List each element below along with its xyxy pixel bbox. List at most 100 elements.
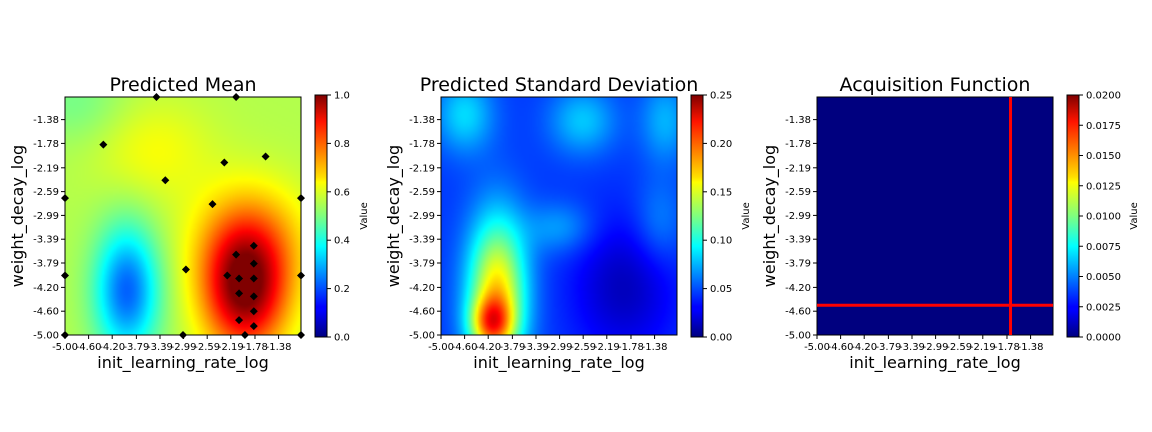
x-tick-label: -2.19 (594, 342, 620, 353)
x-tick-label: -3.39 (147, 342, 173, 353)
observed-points (61, 93, 305, 339)
observed-point (261, 152, 270, 161)
observed-point (179, 331, 187, 339)
observed-point (232, 93, 241, 101)
y-tick-label: -4.60 (33, 307, 59, 318)
colorbar-tick-label: 0.10 (710, 236, 732, 247)
colorbar-tick-label: 0.15 (710, 187, 732, 198)
x-tick-label: -1.78 (618, 342, 644, 353)
y-tick-label: -4.60 (409, 307, 435, 318)
panel-predicted-mean: Predicted Mean -5.00-4.60-4.20-3.79-3.39… (8, 74, 370, 373)
x-tick-label: -4.60 (76, 342, 102, 353)
x-tick-label: -4.20 (851, 342, 877, 353)
y-tick-label: -1.38 (785, 115, 811, 126)
x-tick-label: -2.19 (970, 342, 996, 353)
colorbar-tick-label: 0.0075 (1086, 242, 1121, 253)
colorbar-tick-label: 0.0150 (1086, 151, 1121, 162)
y-tick-label: -5.00 (785, 331, 811, 342)
x-tick-label: -3.79 (499, 342, 525, 353)
observed-point (61, 194, 69, 203)
observed-point (61, 271, 69, 280)
x-tick-label: -3.39 (523, 342, 549, 353)
colorbar-label: Value (359, 202, 370, 229)
y-ticks: -1.38 -1.78 -2.19 -2.59 -2.99 -3.39 -3.79 -4.20… (409, 115, 441, 342)
observed-point (249, 307, 258, 316)
x-tick-label: -2.59 (570, 342, 596, 353)
y-tick-label: -4.20 (785, 283, 811, 294)
y-tick-label: -4.60 (785, 307, 811, 318)
y-tick-label: -2.19 (785, 163, 811, 174)
x-tick-label: -1.38 (642, 342, 668, 353)
colorbar-label: Value (741, 202, 752, 229)
x-tick-label: -1.38 (266, 342, 292, 353)
observed-point (249, 274, 258, 283)
colorbar-tick-label: 1.0 (334, 91, 350, 102)
y-axis-label: weight_decay_log (384, 145, 404, 287)
observed-point (181, 265, 190, 274)
colorbar-tick-label: 0.0000 (1086, 333, 1121, 344)
observed-point (235, 289, 244, 298)
y-tick-label: -3.79 (409, 259, 435, 270)
heatmap-image (65, 97, 301, 335)
panel-acquisition: Acquisition Function -5.00-4.60-4.20-3.7… (760, 74, 1140, 373)
observed-point (208, 200, 217, 209)
x-ticks: -5.00-4.60-4.20-3.79-3.39-2.99-2.59-2.19… (428, 335, 668, 353)
y-tick-label: -2.99 (33, 211, 59, 222)
colorbar-tick-label: 0.00 (710, 333, 732, 344)
observed-point (232, 250, 241, 259)
colorbar-tick-label: 0.0 (334, 333, 350, 344)
y-tick-label: -2.19 (409, 163, 435, 174)
observed-point (297, 271, 305, 280)
x-tick-label: -4.60 (452, 342, 478, 353)
colorbar-tick-label: 0.05 (710, 284, 732, 295)
observed-point (297, 331, 305, 339)
y-axis-label: weight_decay_log (760, 145, 780, 287)
y-tick-label: -1.78 (33, 139, 59, 150)
observed-point (235, 316, 244, 325)
panel-title: Predicted Mean (110, 74, 257, 96)
x-axis-label: init_learning_rate_log (97, 353, 268, 373)
y-tick-label: -3.39 (33, 235, 59, 246)
observed-point (297, 194, 305, 203)
x-tick-label: -1.38 (1018, 342, 1044, 353)
x-axis-label: init_learning_rate_log (473, 353, 644, 373)
x-tick-label: -3.39 (899, 342, 925, 353)
colorbar-tick-label: 0.0175 (1086, 121, 1121, 132)
observed-point (249, 259, 258, 268)
x-tick-label: -5.00 (804, 342, 830, 353)
y-tick-label: -2.99 (409, 211, 435, 222)
panel-predicted-std: Predicted Standard Deviation -5.00-4.60-… (384, 74, 752, 373)
colorbar-tick-label: 0.0100 (1086, 212, 1121, 223)
colorbar-tick-label: 0.8 (334, 139, 350, 150)
x-ticks: -5.00-4.60-4.20-3.79-3.39-2.99-2.59-2.19… (52, 335, 292, 353)
y-tick-label: -4.20 (33, 283, 59, 294)
observed-point (249, 241, 258, 250)
colorbar-tick-label: 0.0125 (1086, 181, 1121, 192)
y-tick-label: -4.20 (409, 283, 435, 294)
x-tick-label: -5.00 (52, 342, 78, 353)
y-tick-label: -1.38 (409, 115, 435, 126)
x-tick-label: -4.20 (475, 342, 501, 353)
y-ticks: -1.38 -1.78 -2.19 -2.59 -2.99 -3.39 -3.79 -4.20… (33, 115, 65, 342)
colorbar-tick-label: 0.0025 (1086, 302, 1121, 313)
colorbar-tick-label: 0.0200 (1086, 91, 1121, 102)
heatmap (816, 96, 1054, 336)
x-tick-label: -1.78 (994, 342, 1020, 353)
y-tick-label: -1.38 (33, 115, 59, 126)
y-tick-label: -3.79 (33, 259, 59, 270)
y-tick-label: -2.99 (785, 211, 811, 222)
x-tick-label: -2.99 (171, 342, 197, 353)
heatmap-image (817, 97, 1053, 335)
colorbar-tick-label: 0.6 (334, 187, 350, 198)
observed-point (249, 292, 258, 301)
y-tick-label: -1.78 (785, 139, 811, 150)
observed-point (235, 274, 244, 283)
x-tick-label: -2.99 (923, 342, 949, 353)
colorbar: 0.00 0.05 0.10 0.15 0.20 0.25 Value (690, 91, 752, 344)
colorbar: 0.0 0.2 0.4 0.6 0.8 1.0 Value (314, 91, 370, 344)
selected-point-lines (817, 97, 1053, 335)
observed-point (99, 140, 108, 149)
observed-point (249, 322, 258, 331)
y-axis-label: weight_decay_log (8, 145, 28, 287)
x-tick-label: -1.78 (242, 342, 268, 353)
